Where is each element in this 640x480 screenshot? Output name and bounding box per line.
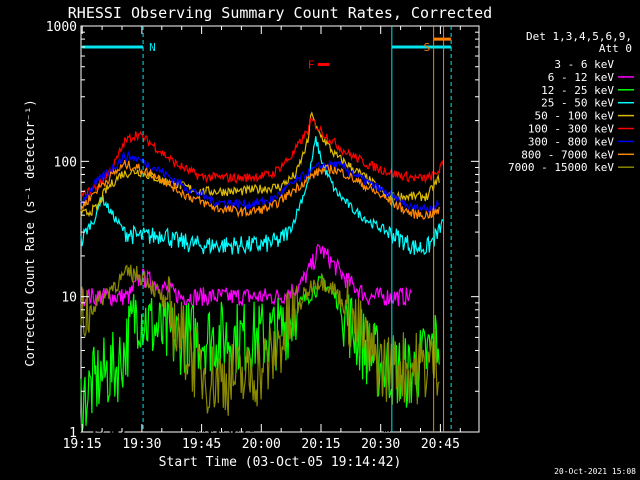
legend-entry-label: 3 - 6 keV [554,58,614,71]
legend-entry-label: 800 - 7000 keV [521,148,614,161]
plot-border [80,25,480,433]
x-tick-label: 20:45 [421,437,460,452]
x-tick-label: 20:30 [361,437,400,452]
tick-layer: 19:15 19:30 19:45 20:00 20:15 20:30 20:45 1 10 10… [46,20,479,452]
legend-entry-label: 300 - 800 keV [528,135,614,148]
x-tick-label: 19:45 [182,437,221,452]
y-tick-label: 1 [69,426,77,441]
x-axis-label: Start Time (03-Oct-05 19:14:42) [159,455,402,470]
x-tick-label: 19:30 [122,437,161,452]
x-tick-label: 20:15 [301,437,340,452]
chart-title: RHESSI Observing Summary Count Rates, Co… [68,4,492,22]
legend-entry-label: 25 - 50 keV [541,97,614,110]
series-line-5 [80,117,444,200]
legend-entry-label: 12 - 25 keV [541,84,614,97]
legend-entry-label: 6 - 12 keV [548,71,615,84]
series-line-3 [80,136,444,255]
legend-entry-label: 100 - 300 keV [528,123,614,136]
plot-frame [80,25,480,433]
timestamp: 20-Oct-2021 15:08 [554,467,636,476]
y-tick-label: 10 [61,291,77,306]
series-line-6 [80,149,440,214]
series-line-8 [80,264,440,416]
legend-header: Det 1,3,4,5,6,9, [526,30,632,43]
legend-header: Att 0 [599,42,632,55]
y-axis-label: Corrected Count Rate (s⁻¹ detector⁻¹) [23,99,37,366]
legend-entry-label: 50 - 100 keV [535,110,615,123]
series-line-4 [80,111,440,218]
y-tick-label: 1000 [46,20,77,35]
y-tick-label: 100 [54,155,77,170]
series-layer [80,111,444,434]
legend-entry-label: 7000 - 15000 keV [508,161,614,174]
x-tick-label: 20:00 [242,437,281,452]
marker-label: F [308,58,315,71]
marker-label: N [149,41,156,54]
series-line-2 [80,272,440,433]
series-line-7 [80,159,440,220]
marker-label: S [424,41,431,54]
marker-layer: N S F [82,26,452,432]
x-tick-label: 19:15 [63,437,102,452]
